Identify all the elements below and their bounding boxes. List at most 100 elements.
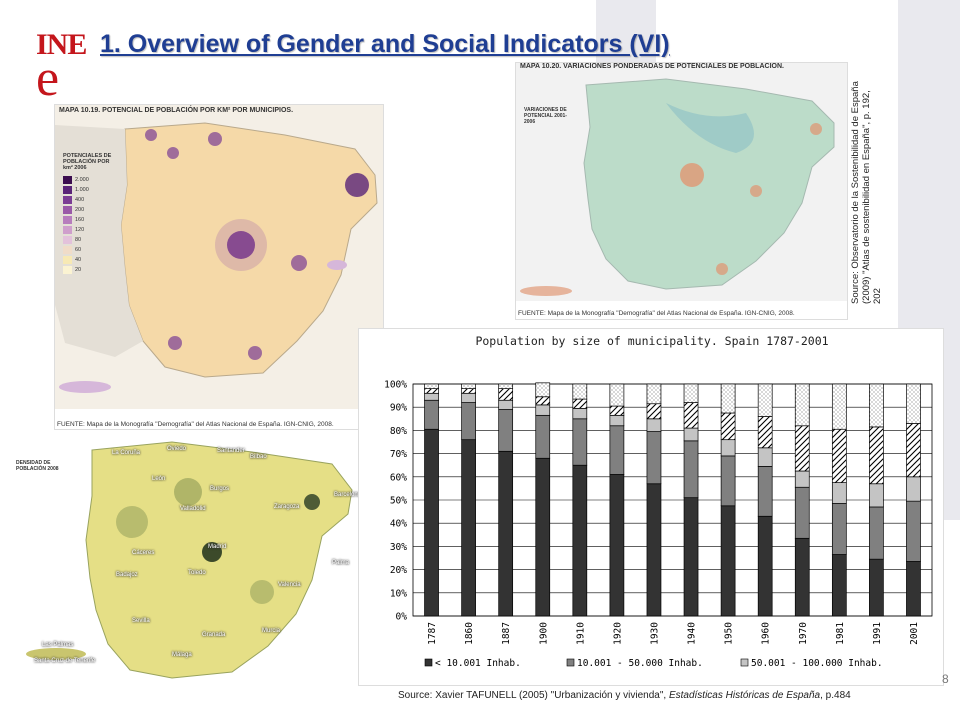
map-legend-swatch [63, 226, 72, 234]
x-tick-label: 1930 [649, 622, 660, 645]
bar-segment [757, 383, 773, 417]
bar-segment [461, 383, 476, 389]
map-variation-graphic [516, 78, 847, 319]
stacked-bar-chart: Population by size of municipality. Spai… [358, 328, 944, 686]
map-city-label: Burgos [210, 486, 230, 492]
bar-segment [794, 486, 810, 539]
y-tick-label: 100% [384, 380, 407, 391]
map-city-label: Badajoz [116, 572, 138, 578]
bar-segment [572, 408, 588, 420]
bar-segment [869, 506, 884, 560]
map-legend-swatch [63, 266, 72, 274]
bar-segment [794, 383, 810, 427]
ine-logo: INE e [36, 30, 87, 105]
bar-segment [424, 399, 439, 430]
map-caption: MAPA 10.19. POTENCIAL DE POBLACIÓN POR K… [59, 107, 294, 114]
bar-segment [646, 431, 662, 485]
bar-segment [683, 383, 699, 403]
bar-segment [572, 418, 588, 466]
map-legend-swatch [63, 216, 72, 224]
bar-segment [794, 537, 810, 617]
y-tick-label: 70% [390, 449, 407, 460]
map-legend-title: VARIACIONES DE POTENCIAL 2001-2006 [524, 107, 567, 125]
legend-label: 10.001 - 50.000 Inhab. [577, 658, 703, 669]
bar-segment [424, 388, 439, 394]
map-city-label: Valladolid [180, 506, 206, 512]
map-legend-title: POTENCIALES DE POBLACIÓN POR km² 2006 [63, 153, 112, 171]
bar-segment [535, 382, 551, 398]
map-city-label: Granada [202, 632, 226, 638]
bar-segment [424, 392, 439, 401]
side-source-note: Source: Observatorio de la Sostenibilida… [850, 74, 934, 314]
map-city-label: Bilbao [250, 454, 267, 460]
map-legend-swatch [63, 206, 72, 214]
bar-segment [535, 414, 551, 459]
bar-segment [424, 428, 439, 617]
map-legend-item: 20 [63, 265, 89, 275]
side-source-text: Source: Observatorio de la Sostenibilida… [850, 81, 883, 304]
y-tick-label: 0% [396, 612, 408, 623]
bar-segment [535, 404, 551, 416]
map-city-label: Oviedo [167, 446, 187, 452]
y-tick-label: 80% [390, 426, 407, 437]
map-city-label: Sevilla [132, 618, 150, 624]
bar-segment [646, 383, 662, 405]
y-tick-label: 90% [390, 403, 407, 414]
map-population-potential: MAPA 10.19. POTENCIAL DE POBLACIÓN POR K… [54, 104, 384, 430]
legend-swatch [424, 658, 433, 667]
bar-segment [609, 474, 625, 617]
map-legend-label: 160 [75, 217, 85, 223]
bar-segment [794, 470, 810, 488]
bar-segment [461, 388, 476, 394]
x-tick-label: 1960 [761, 622, 772, 645]
bar-segment [720, 439, 736, 457]
map-city-label: Santa Cruz de Tenerife [34, 658, 96, 664]
map-city-label: Zaragoza [274, 504, 300, 510]
bar-segment [683, 402, 699, 429]
bar-segment [906, 476, 921, 502]
legend-label: 50.001 - 100.000 Inhab. [751, 658, 883, 669]
bar-segment [831, 503, 847, 555]
bar-segment [609, 405, 625, 416]
map-legend-item: 60 [63, 245, 89, 255]
y-tick-label: 50% [390, 496, 407, 507]
map-legend-label: 200 [75, 207, 85, 213]
bar-segment [906, 383, 921, 424]
map-density-graphic [26, 441, 353, 679]
slide-title: 1. Overview of Gender and Social Indicat… [100, 30, 670, 58]
page-number: 8 [942, 672, 949, 686]
bar-segment [831, 482, 847, 504]
map-legend-swatch [63, 176, 72, 184]
map-city-label: Santander [217, 448, 245, 454]
bar-segment [424, 383, 439, 389]
bar-segment [461, 439, 476, 617]
map-legend-swatch [63, 246, 72, 254]
bar-segment [831, 554, 847, 617]
bar-segment [869, 483, 884, 508]
map-city-label: León [152, 476, 166, 482]
x-tick-label: 1860 [464, 622, 475, 645]
source-prefix: Source: Xavier TAFUNELL (2005) "Urbaniza… [398, 690, 669, 701]
bar-segment [720, 505, 736, 617]
bar-segment [869, 383, 884, 428]
map-legend-item: 1.000 [63, 185, 89, 195]
map-potential-graphic [55, 122, 383, 429]
map-legend-item: 40 [63, 255, 89, 265]
bar-segment [461, 402, 476, 441]
legend-swatch [740, 658, 749, 667]
x-tick-label: 1910 [575, 622, 586, 645]
x-tick-label: 1940 [687, 622, 698, 645]
map-city-label: Valencia [278, 582, 301, 588]
map-legend-label: 400 [75, 197, 85, 203]
bar-segment [498, 450, 514, 617]
map-legend-swatch [63, 256, 72, 264]
bar-segment [757, 466, 773, 517]
map-legend-label: 2.000 [75, 177, 89, 183]
bar-segment [906, 423, 921, 478]
bar-segment [683, 497, 699, 617]
map-legend-title: DENSIDAD DE POBLACIÓN 2008 [16, 460, 59, 472]
bar-segment [757, 416, 773, 449]
source-suffix: , p.484 [820, 690, 851, 701]
bar-segment [869, 426, 884, 485]
map-legend-label: 40 [75, 257, 82, 263]
